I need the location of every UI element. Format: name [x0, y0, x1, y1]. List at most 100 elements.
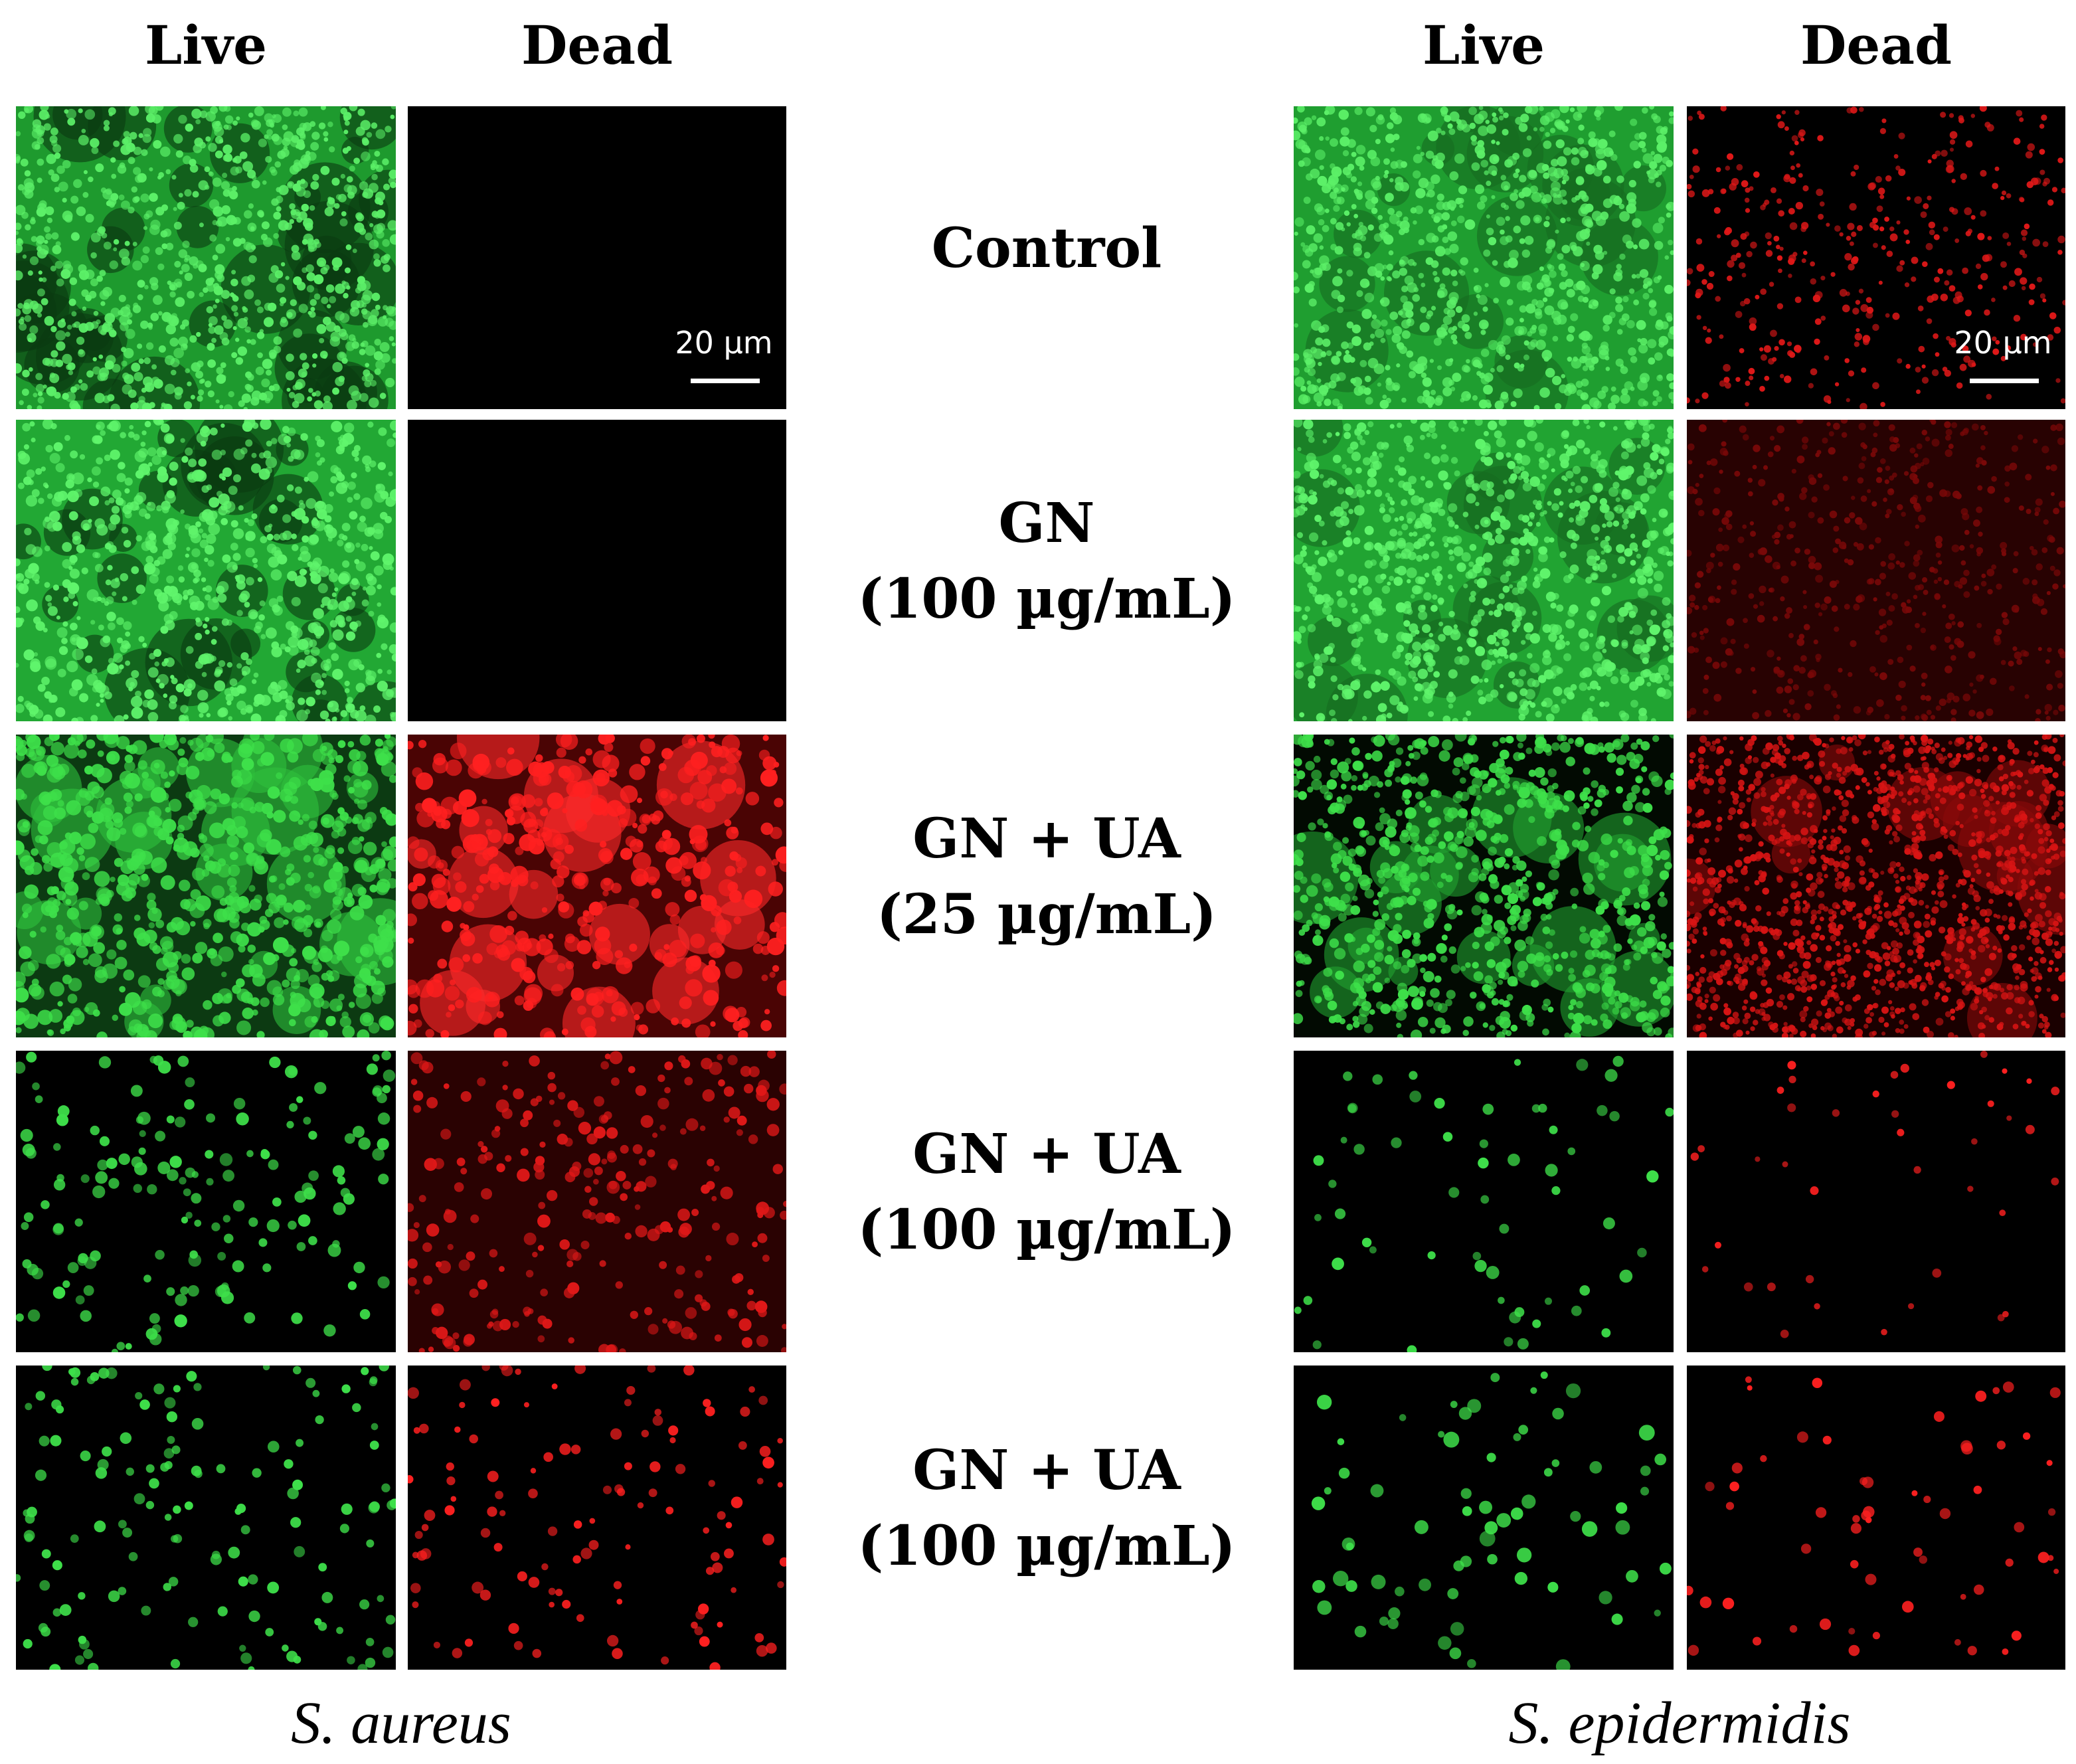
cell — [37, 312, 43, 318]
cell — [705, 1406, 715, 1417]
cell — [74, 1655, 85, 1665]
cell — [27, 337, 33, 343]
cell — [553, 1119, 561, 1127]
cell — [52, 584, 59, 591]
cell — [97, 1458, 109, 1470]
cell — [331, 177, 340, 186]
cell — [1610, 153, 1618, 161]
cell — [49, 981, 64, 997]
cell — [602, 890, 609, 897]
cell — [1559, 189, 1567, 197]
cell — [1745, 187, 1751, 193]
cell — [452, 1648, 463, 1658]
cell — [385, 925, 394, 934]
cell — [1466, 393, 1471, 399]
cell — [344, 120, 350, 126]
cell — [1646, 170, 1651, 175]
cell — [1854, 164, 1860, 170]
cell — [181, 967, 195, 981]
cell — [1652, 400, 1658, 406]
cell — [137, 874, 150, 887]
cell — [705, 1567, 715, 1575]
cell — [192, 952, 203, 964]
cell — [363, 369, 371, 377]
cell — [1881, 118, 1887, 124]
cell — [1579, 190, 1587, 198]
cell — [70, 1367, 81, 1378]
cell — [66, 324, 72, 330]
cell — [1776, 198, 1782, 204]
cell — [49, 910, 58, 919]
cell — [223, 124, 229, 130]
cell — [711, 1222, 721, 1231]
cell — [1789, 177, 1796, 184]
cell — [699, 1125, 706, 1132]
cell — [121, 640, 130, 650]
cell — [17, 482, 25, 489]
cell — [263, 952, 276, 966]
cell — [1917, 306, 1924, 311]
cell — [542, 1318, 553, 1329]
cell — [491, 1308, 499, 1315]
cell — [90, 1125, 100, 1136]
cell — [472, 953, 483, 964]
cell — [78, 901, 88, 911]
cell — [1581, 404, 1591, 409]
cell — [28, 983, 42, 997]
cell — [141, 1605, 151, 1616]
cell — [140, 193, 149, 203]
cell — [108, 658, 114, 664]
cell — [1653, 153, 1663, 163]
cell — [706, 765, 717, 776]
cell — [118, 194, 125, 201]
cell — [547, 792, 564, 810]
cell — [44, 358, 54, 367]
cell — [376, 752, 389, 766]
cell — [92, 596, 99, 603]
cell — [528, 1488, 538, 1499]
cell — [138, 358, 144, 364]
cell — [1666, 213, 1672, 218]
cell — [255, 367, 264, 375]
cell — [353, 1261, 365, 1274]
cell — [290, 979, 300, 990]
cell — [1452, 373, 1462, 383]
cell — [644, 1307, 653, 1316]
cell — [244, 517, 249, 523]
cell — [333, 325, 341, 333]
cell — [433, 807, 442, 816]
cell — [1935, 150, 1941, 157]
cell — [307, 974, 320, 987]
cell — [211, 639, 217, 645]
micrograph — [408, 1051, 786, 1352]
cell — [1486, 402, 1492, 408]
cell — [336, 1627, 344, 1634]
cell — [2020, 277, 2028, 285]
cell — [1638, 398, 1646, 407]
cell — [72, 323, 76, 328]
cell — [38, 1623, 48, 1633]
cell — [260, 1148, 269, 1157]
cell — [446, 1012, 452, 1018]
cell — [308, 1130, 317, 1140]
cell — [377, 602, 382, 607]
cell — [1310, 168, 1320, 179]
cell — [149, 167, 153, 172]
cell — [1666, 315, 1673, 322]
cell — [359, 1012, 374, 1027]
cell — [1656, 396, 1662, 402]
cell — [181, 1216, 189, 1224]
cell — [165, 169, 171, 175]
cell — [137, 280, 145, 288]
cell — [333, 1202, 346, 1215]
cell — [1442, 387, 1452, 397]
cell — [265, 627, 277, 639]
cell — [361, 137, 369, 144]
cell — [133, 915, 141, 921]
cell — [383, 1069, 396, 1083]
cell — [138, 133, 143, 138]
cell — [1365, 107, 1375, 117]
cell — [78, 855, 86, 861]
cell — [305, 904, 311, 911]
cell — [1444, 248, 1451, 255]
